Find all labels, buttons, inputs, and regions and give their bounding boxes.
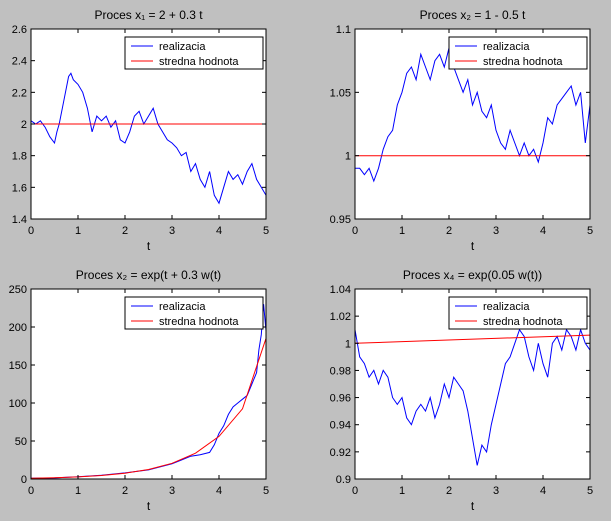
y-tick-label: 0.94 <box>330 420 351 432</box>
y-tick-label: 150 <box>9 360 27 372</box>
legend-entry: realizacia <box>159 41 206 53</box>
legend-box <box>448 296 588 330</box>
legend: realizacia stredna hodnota <box>124 296 264 330</box>
x-tick-label: 4 <box>216 485 222 497</box>
x-tick-label: 5 <box>263 485 269 497</box>
y-tick-label: 50 <box>15 436 27 448</box>
x-tick-label: 0 <box>352 485 358 497</box>
legend-entry: stredna hodnota <box>483 56 563 68</box>
x-tick-label: 1 <box>399 485 405 497</box>
legend-entry: stredna hodnota <box>483 316 563 328</box>
x-axis-label: t <box>471 239 475 253</box>
x-tick-label: 0 <box>28 225 34 237</box>
y-tick-label: 0.98 <box>330 365 351 377</box>
x-tick-label: 2 <box>446 485 452 497</box>
y-tick-label: 2 <box>21 119 27 131</box>
legend-box <box>448 36 588 70</box>
x-tick-label: 5 <box>587 485 593 497</box>
axes-box <box>354 28 591 220</box>
series-line-realizacia <box>355 327 590 466</box>
x-axis-label: t <box>471 499 475 513</box>
y-tick-label: 1.04 <box>330 284 351 296</box>
chart-title: Proces x₂ = 1 - 0.5 t <box>420 8 526 22</box>
x-tick-label: 1 <box>399 225 405 237</box>
legend-entry: realizacia <box>159 301 206 313</box>
y-tick-label: 0.9 <box>336 474 351 486</box>
series-line-stredna-hodnota <box>355 334 590 344</box>
y-tick-label: 1.6 <box>12 182 27 194</box>
x-tick-label: 3 <box>493 225 499 237</box>
x-tick-label: 0 <box>352 225 358 237</box>
y-tick-label: 1.8 <box>12 151 27 163</box>
subplot-4: 0 1 2 3 4 5 0.9 0.92 0.94 0.96 0.98 1 1.02 1.04 Proces… <box>330 268 593 513</box>
legend: realizacia stredna hodnota <box>448 36 588 70</box>
chart-title: Proces x₂ = exp(t + 0.3 w(t) <box>76 268 221 282</box>
axes-box <box>354 288 591 480</box>
legend-entry: stredna hodnota <box>159 56 239 68</box>
x-tick-label: 2 <box>122 485 128 497</box>
legend-entry: realizacia <box>483 301 530 313</box>
x-tick-label: 4 <box>540 485 546 497</box>
legend-box <box>124 36 264 70</box>
x-tick-label: 1 <box>75 485 81 497</box>
y-tick-label: 1.02 <box>330 311 351 323</box>
y-tick-label: 100 <box>9 398 27 410</box>
y-tick-label: 1.05 <box>330 87 351 99</box>
x-tick-label: 5 <box>587 225 593 237</box>
chart-title: Proces x₄ = exp(0.05 w(t)) <box>403 268 542 282</box>
chart-title: Proces x₁ = 2 + 0.3 t <box>94 8 203 22</box>
y-tick-label: 2.6 <box>12 24 27 36</box>
y-tick-label: 1 <box>345 151 351 163</box>
x-axis-label: t <box>147 499 151 513</box>
x-tick-label: 5 <box>263 225 269 237</box>
y-tick-label: 2.2 <box>12 87 27 99</box>
x-tick-label: 3 <box>169 225 175 237</box>
x-tick-label: 3 <box>169 485 175 497</box>
series-line-realizacia <box>355 47 590 183</box>
y-tick-label: 0 <box>21 474 27 486</box>
x-tick-label: 2 <box>122 225 128 237</box>
y-tick-label: 250 <box>9 284 27 296</box>
y-tick-label: 1.4 <box>12 214 27 226</box>
y-tick-label: 1 <box>345 338 351 350</box>
series-line-stredna-hodnota <box>31 338 266 479</box>
legend-entry: realizacia <box>483 41 530 53</box>
y-tick-label: 0.96 <box>330 393 351 405</box>
legend-entry: stredna hodnota <box>159 316 239 328</box>
y-tick-label: 1.1 <box>336 24 351 36</box>
x-tick-label: 4 <box>540 225 546 237</box>
axes-box <box>30 288 267 480</box>
subplot-2: 0 1 2 3 4 5 0.95 1 1.05 1.1 Proces x₂ = 1 - 0.5 t t… <box>330 8 593 253</box>
legend: realizacia stredna hodnota <box>124 36 264 70</box>
subplot-1: 0 1 2 3 4 5 1.4 1.6 1.8 2 2.2 2.4 2.6 Proces x₁ = 2 +… <box>12 8 269 253</box>
y-tick-label: 0.95 <box>330 214 351 226</box>
y-tick-label: 200 <box>9 322 27 334</box>
y-tick-label: 0.92 <box>330 447 351 459</box>
x-tick-label: 1 <box>75 225 81 237</box>
legend-box <box>124 296 264 330</box>
x-tick-label: 3 <box>493 485 499 497</box>
y-tick-label: 2.4 <box>12 56 27 68</box>
x-tick-label: 0 <box>28 485 34 497</box>
x-tick-label: 4 <box>216 225 222 237</box>
x-axis-label: t <box>147 239 151 253</box>
x-tick-label: 2 <box>446 225 452 237</box>
legend: realizacia stredna hodnota <box>448 296 588 330</box>
